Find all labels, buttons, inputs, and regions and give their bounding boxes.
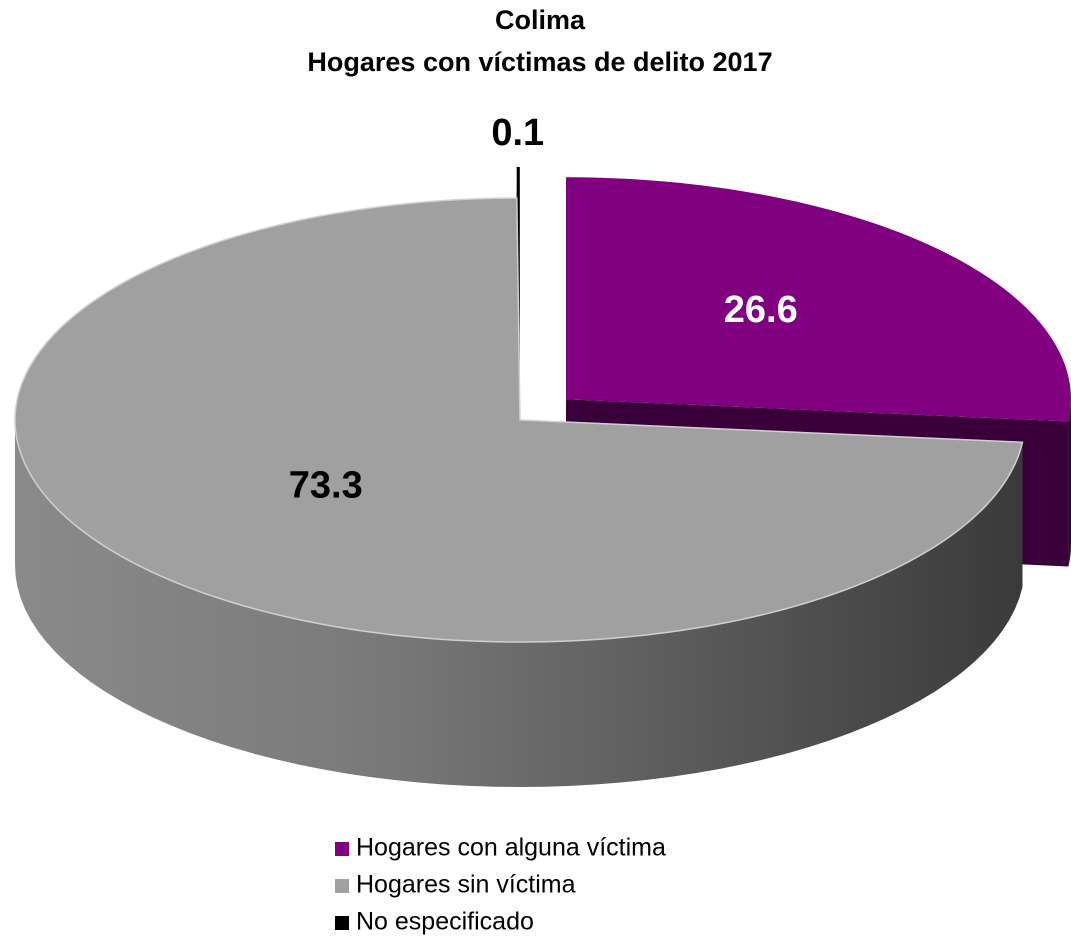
slice-top — [565, 177, 1071, 422]
chart-title: Colima — [495, 5, 586, 35]
chart-subtitle: Hogares con víctimas de delito 2017 — [307, 47, 772, 77]
legend-label: Hogares sin víctima — [356, 871, 576, 899]
legend-swatch — [335, 916, 349, 930]
slice-top — [14, 197, 1024, 643]
legend-swatch — [335, 879, 349, 893]
data-label: 26.6 — [724, 289, 798, 331]
data-label: 0.1 — [491, 112, 544, 154]
pie-slice — [14, 197, 1024, 787]
slice-wall — [15, 420, 1023, 787]
legend-swatch — [335, 842, 349, 856]
data-label: 73.3 — [289, 465, 363, 507]
legend-label: Hogares con alguna víctima — [356, 834, 666, 862]
slice-wall — [1068, 399, 1071, 567]
legend-label: No especificado — [356, 908, 534, 936]
